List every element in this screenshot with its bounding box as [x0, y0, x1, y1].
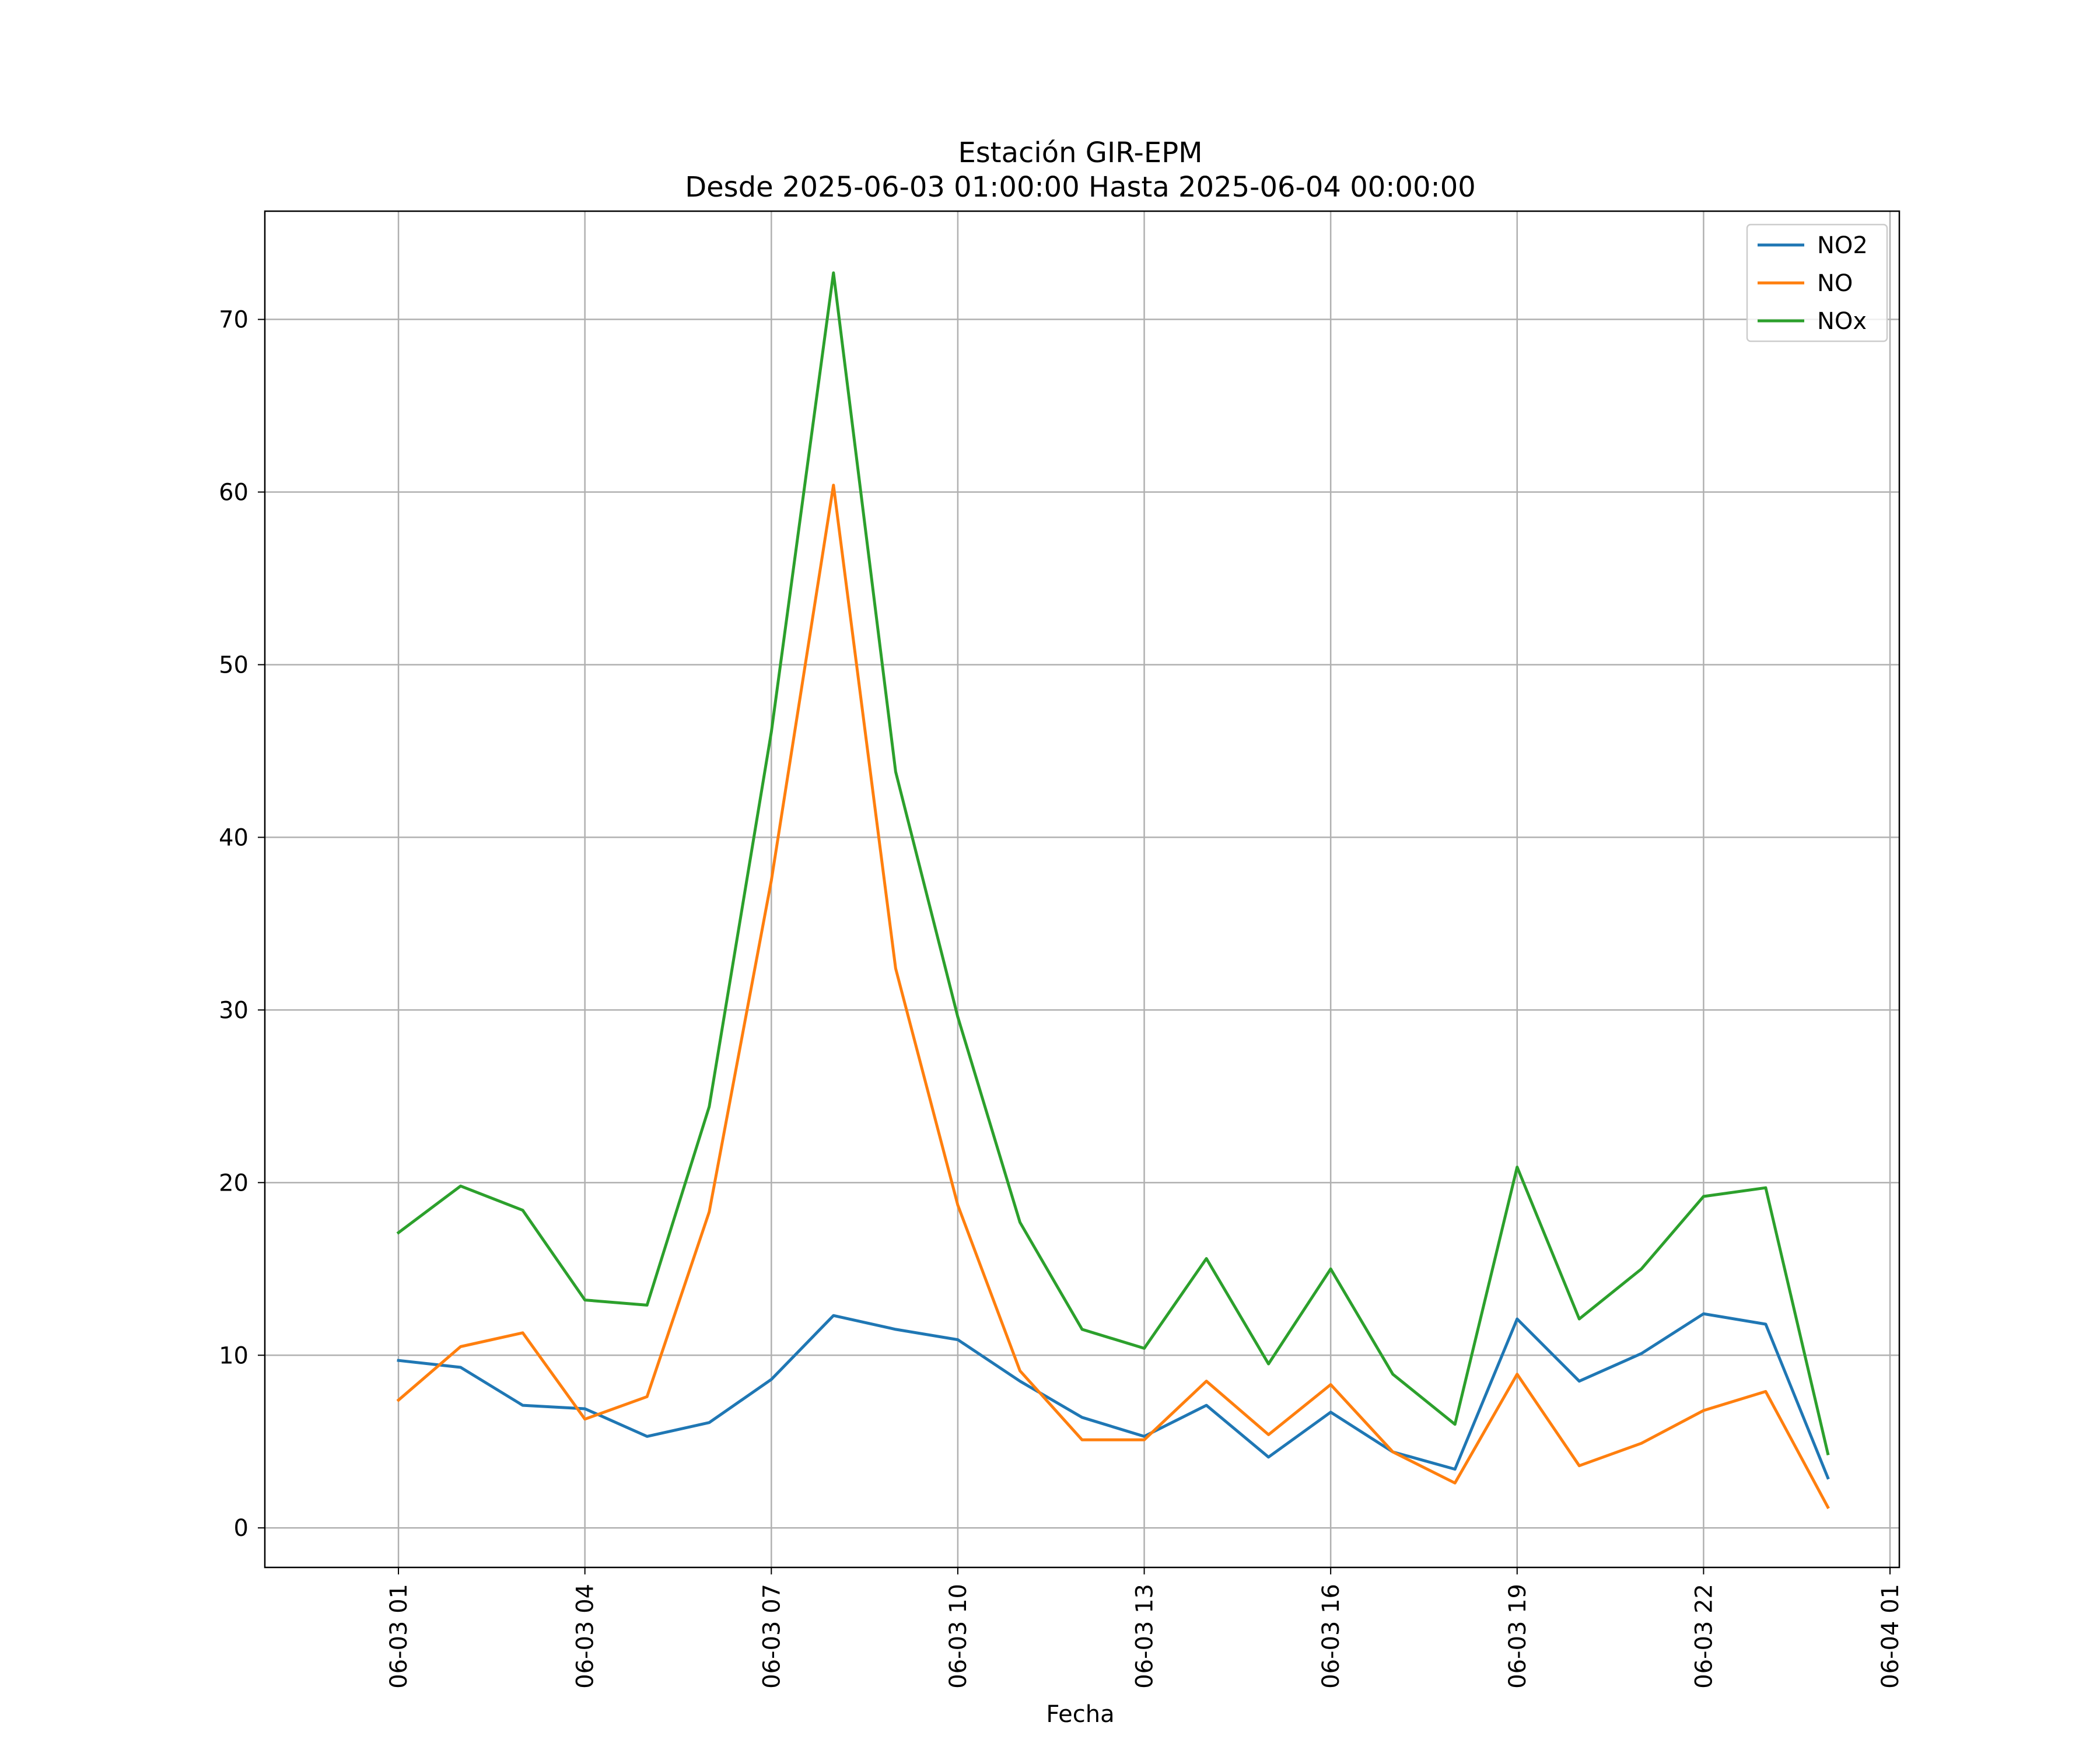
legend-label-no: NO [1817, 270, 1853, 297]
x-tick-label: 06-03 19 [1504, 1584, 1531, 1689]
y-tick-label: 40 [219, 824, 249, 851]
series-lines [396, 271, 1830, 1510]
plot-area-frame [264, 210, 1901, 1569]
y-tick-label: 0 [234, 1515, 249, 1542]
y-tick-label: 50 [219, 652, 249, 678]
x-tick-label: 06-03 10 [945, 1584, 972, 1689]
x-tick-label: 06-03 16 [1318, 1584, 1345, 1689]
legend-label-no2: NO2 [1817, 232, 1868, 259]
y-tick-label: 60 [219, 480, 249, 506]
chart-title-line1: Estación GIR-EPM [958, 136, 1202, 169]
legend: NO2 NO NOx [1746, 223, 1888, 342]
x-axis-label: Fecha [1046, 1701, 1114, 1728]
x-tick-label: 06-03 13 [1132, 1584, 1158, 1689]
axis-ticks: 0 10 20 30 40 50 60 70 06-03 01 06-03 04 06-03 07 0… [219, 307, 1904, 1689]
y-tick-label: 20 [219, 1170, 249, 1196]
x-tick-label: 06-04 01 [1877, 1584, 1904, 1689]
legend-box [1746, 223, 1888, 342]
series-line-nox [396, 271, 1830, 1456]
series-line-no2 [397, 1312, 1830, 1480]
x-tick-label: 06-03 07 [758, 1584, 785, 1689]
legend-label-nox: NOx [1817, 308, 1867, 335]
x-tick-label: 06-03 01 [386, 1584, 412, 1689]
y-tick-label: 70 [219, 307, 249, 334]
series-line-no [396, 484, 1830, 1510]
y-tick-label: 30 [219, 997, 249, 1024]
chart-title-line2: Desde 2025-06-03 01:00:00 Hasta 2025-06-… [685, 171, 1476, 204]
x-tick-label: 06-03 22 [1690, 1584, 1717, 1689]
x-tick-label: 06-03 04 [572, 1584, 599, 1689]
y-tick-label: 10 [219, 1342, 249, 1369]
grid-lines [265, 211, 1899, 1567]
